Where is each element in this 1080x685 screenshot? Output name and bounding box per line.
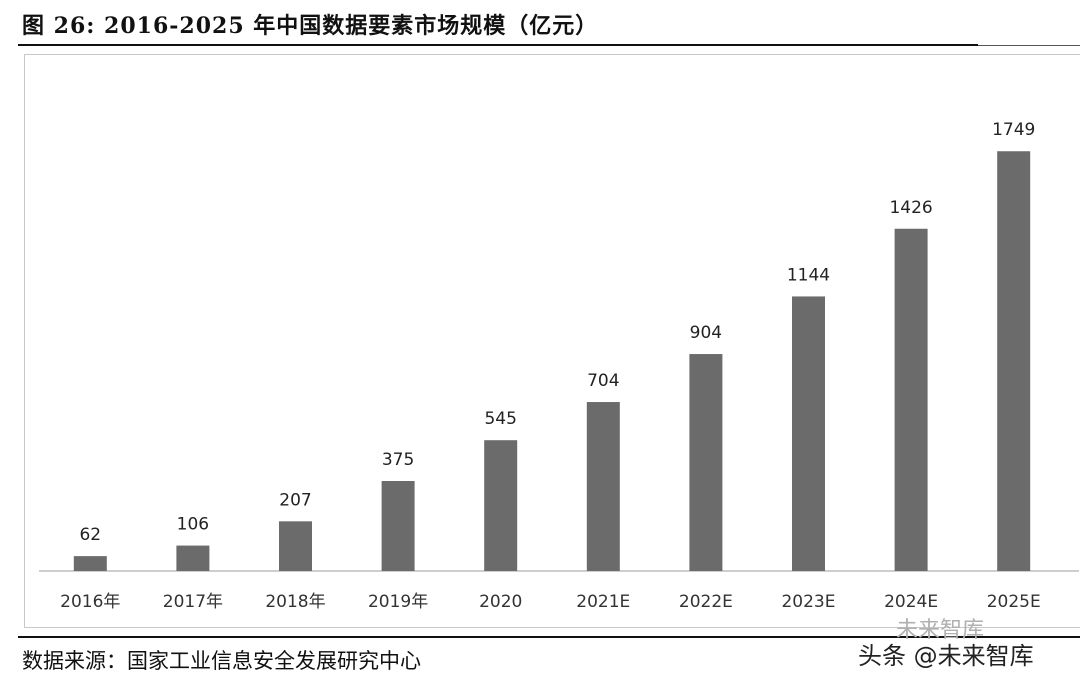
data-label-0: 62 <box>79 525 101 545</box>
x-tick-label-7: 2023E <box>781 592 835 612</box>
watermark-faint: 未来智库 <box>896 618 985 643</box>
data-label-5: 704 <box>587 371 619 391</box>
data-label-2: 207 <box>279 490 311 510</box>
bottom-rule <box>18 636 1080 638</box>
title-rule-extension <box>978 45 1080 46</box>
x-tick-label-6: 2022E <box>679 592 733 612</box>
data-label-4: 545 <box>484 409 516 429</box>
x-tick-label-1: 2017年 <box>163 592 223 612</box>
bar-0 <box>73 556 107 571</box>
data-label-1: 106 <box>177 515 209 535</box>
data-label-3: 375 <box>382 450 414 470</box>
bar-3 <box>381 481 415 571</box>
data-label-6: 904 <box>690 323 722 343</box>
bar-5 <box>586 402 620 571</box>
data-label-8: 1426 <box>889 198 932 218</box>
bar-chart: 62 2016年 106 2017年 207 2018年 375 2019年 545 2020 70… <box>39 120 1079 612</box>
x-tick-label-4: 2020 <box>479 592 522 612</box>
figure-title: 图 26: 2016-2025 年中国数据要素市场规模（亿元） <box>22 13 599 39</box>
data-label-7: 1144 <box>787 265 830 285</box>
data-label-9: 1749 <box>992 120 1035 140</box>
x-tick-label-8: 2024E <box>884 592 938 612</box>
bar-2 <box>279 521 312 571</box>
watermark: 头条 @未来智库 <box>858 642 1034 670</box>
x-tick-label-0: 2016年 <box>60 592 120 612</box>
bar-4 <box>484 440 518 571</box>
x-tick-label-5: 2021E <box>576 592 630 612</box>
x-tick-label-2: 2018年 <box>265 592 325 612</box>
x-tick-label-3: 2019年 <box>368 592 428 612</box>
x-tick-label-9: 2025E <box>987 592 1041 612</box>
bar-7 <box>792 296 825 571</box>
title-rule <box>18 44 978 46</box>
bar-8 <box>894 228 928 571</box>
bar-1 <box>176 545 210 571</box>
chart-frame: 62 2016年 106 2017年 207 2018年 375 2019年 545 2020 70… <box>24 54 1080 628</box>
bar-9 <box>997 151 1031 571</box>
bar-6 <box>689 354 723 571</box>
source-note: 数据来源：国家工业信息安全发展研究中心 <box>22 649 421 673</box>
